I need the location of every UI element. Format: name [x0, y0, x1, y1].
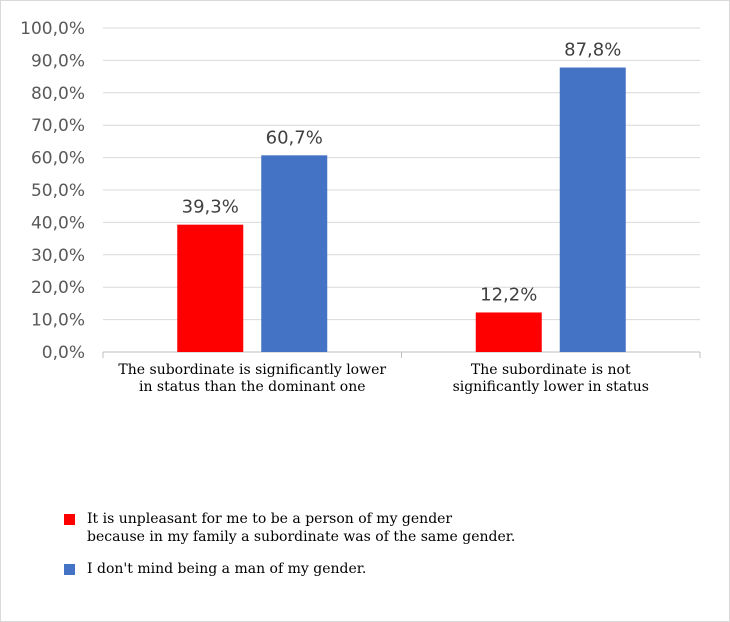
- x-category-label: The subordinate is significantly lower: [118, 362, 386, 378]
- legend-swatch-red: [64, 514, 75, 525]
- y-tick-label: 20,0%: [31, 278, 85, 298]
- x-category-label: The subordinate is not: [471, 362, 631, 378]
- bar: [475, 312, 542, 352]
- legend-label-line: because in my family a subordinate was o…: [87, 529, 516, 545]
- legend-swatch-blue: [64, 564, 75, 575]
- x-category-label: in status than the dominant one: [139, 379, 366, 395]
- data-label: 87,8%: [564, 40, 621, 61]
- data-label: 39,3%: [182, 197, 239, 218]
- y-tick-label: 80,0%: [31, 84, 85, 104]
- y-tick-label: 100,0%: [20, 19, 85, 39]
- legend-item-series-1: It is unpleasant for me to be a person o…: [64, 510, 515, 546]
- y-tick-label: 30,0%: [31, 246, 85, 266]
- bar: [559, 67, 626, 352]
- legend-label-series-1: It is unpleasant for me to be a person o…: [87, 510, 515, 546]
- bar: [177, 224, 244, 352]
- y-tick-label: 0,0%: [42, 343, 85, 363]
- x-category-label: significantly lower in status: [453, 379, 649, 395]
- legend-label-series-2: I don't mind being a man of my gender.: [87, 560, 366, 578]
- y-tick-label: 90,0%: [31, 51, 85, 71]
- y-tick-label: 50,0%: [31, 181, 85, 201]
- legend-label-line: I don't mind being a man of my gender.: [87, 561, 367, 577]
- data-label: 60,7%: [266, 127, 323, 148]
- legend-label-line: It is unpleasant for me to be a person o…: [87, 511, 453, 527]
- bar: [261, 155, 328, 352]
- y-tick-label: 10,0%: [31, 311, 85, 331]
- y-tick-label: 70,0%: [31, 116, 85, 136]
- y-tick-label: 60,0%: [31, 149, 85, 169]
- legend-item-series-2: I don't mind being a man of my gender.: [64, 560, 515, 578]
- chart-legend: It is unpleasant for me to be a person o…: [64, 510, 515, 592]
- data-label: 12,2%: [480, 284, 537, 305]
- y-tick-label: 40,0%: [31, 213, 85, 233]
